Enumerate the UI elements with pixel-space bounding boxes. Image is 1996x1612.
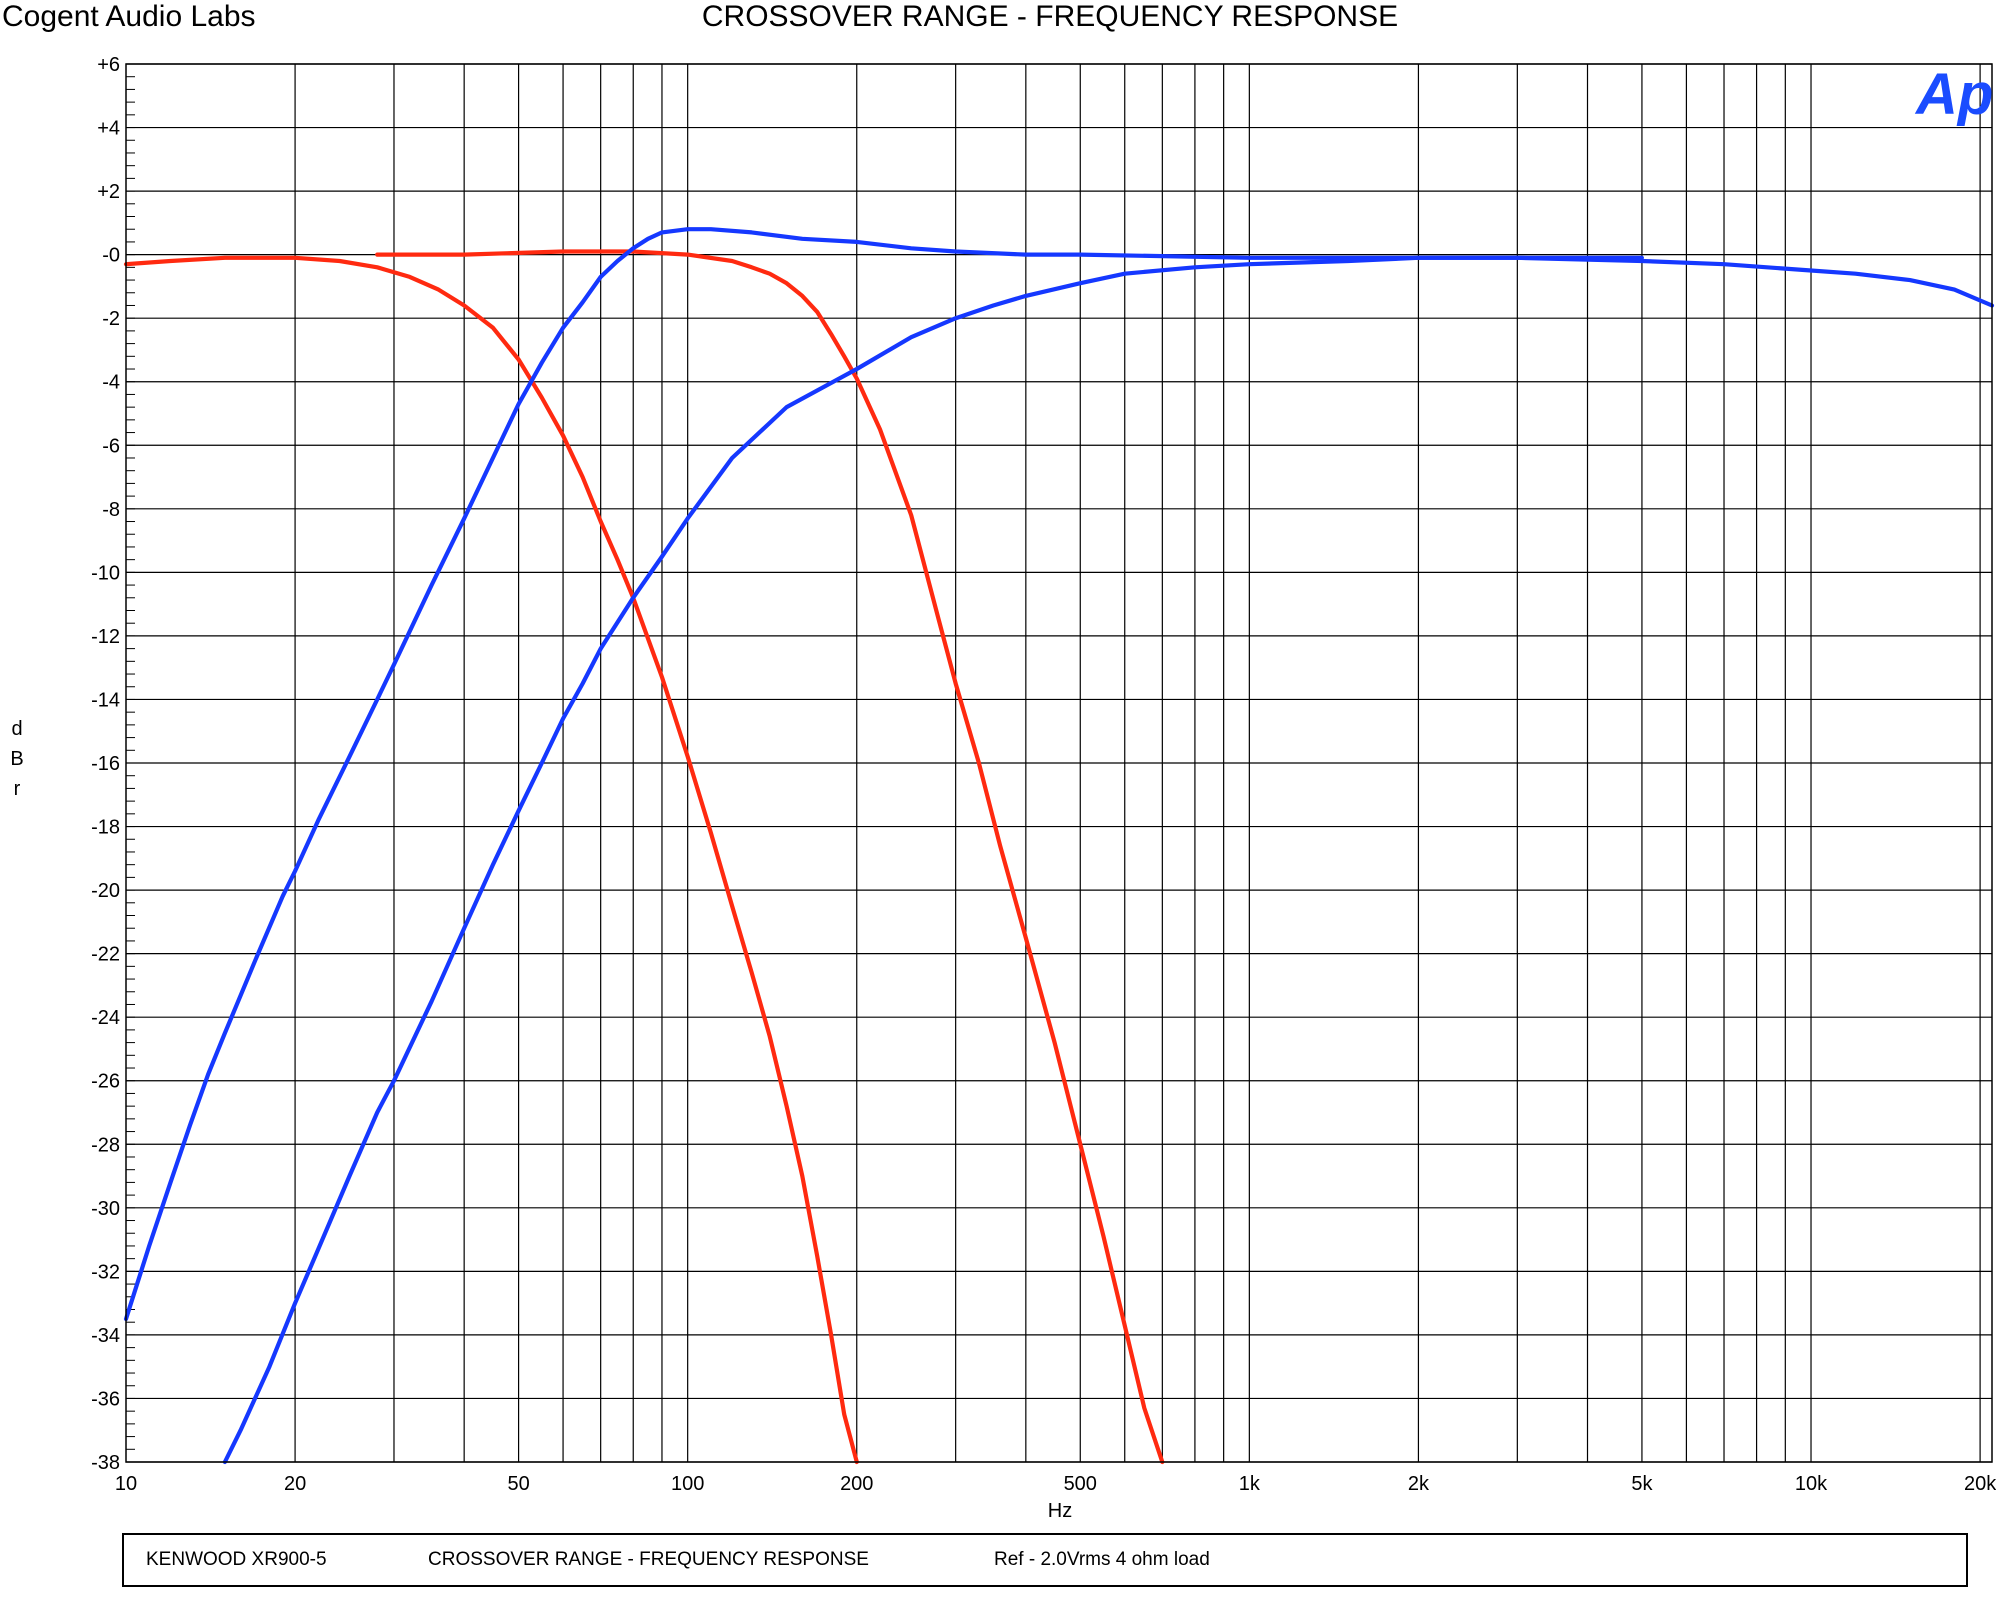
grid-layer	[126, 63, 1992, 1463]
y-tick-label: -22	[91, 944, 120, 966]
plot-frame	[125, 63, 1993, 1463]
y-tick-label: -36	[91, 1388, 120, 1410]
y-tick-label: -18	[91, 817, 120, 839]
y-tick-label: -10	[91, 562, 120, 584]
y-tick-label: +2	[97, 181, 120, 203]
y-tick-label: -26	[91, 1071, 120, 1093]
x-tick-label: 100	[671, 1473, 704, 1495]
series-line-3	[123, 227, 1995, 1322]
series-line-1	[123, 255, 859, 1465]
model-name: KENWOOD XR900-5	[146, 1549, 327, 1570]
test-name: CROSSOVER RANGE - FREQUENCY RESPONSE	[428, 1549, 869, 1570]
y-tick-label: -2	[102, 308, 120, 330]
y-tick-label: +4	[97, 118, 120, 140]
y-tick-label: -38	[91, 1452, 120, 1474]
ap-logo-icon: Ap	[1914, 62, 1993, 127]
y-tick-label: -28	[91, 1134, 120, 1156]
x-tick-label: 10k	[1795, 1473, 1828, 1495]
info-box: KENWOOD XR900-5 CROSSOVER RANGE - FREQUE…	[122, 1533, 1968, 1587]
y-tick-label: -12	[91, 626, 120, 648]
series-line-2	[375, 249, 1165, 1465]
x-tick-label: 20k	[1964, 1473, 1996, 1495]
chart-title: CROSSOVER RANGE - FREQUENCY RESPONSE	[701, 0, 1399, 33]
series-layer	[123, 227, 1995, 1465]
y-tick-label: -6	[102, 435, 120, 457]
series-line-4	[222, 255, 1644, 1465]
y-tick-label: -16	[91, 753, 120, 775]
x-tick-label: 1k	[1239, 1473, 1261, 1495]
x-axis-label: Hz	[1047, 1500, 1073, 1522]
x-tick-label: 50	[507, 1473, 529, 1495]
x-tick-label: 500	[1064, 1473, 1097, 1495]
x-tick-labels: 10 20 50 100 200 500 1k 2k 5k 10k 20k	[115, 1473, 1996, 1495]
y-tick-label: -0	[102, 245, 120, 267]
x-tick-label: 200	[840, 1473, 873, 1495]
x-tick-label: 10	[115, 1473, 137, 1495]
y-tick-label: +6	[97, 54, 120, 76]
reference-info: Ref - 2.0Vrms 4 ohm load	[994, 1549, 1210, 1570]
y-tick-label: -8	[102, 499, 120, 521]
y-tick-label: -14	[91, 689, 120, 711]
y-tick-label: -24	[91, 1007, 120, 1029]
y-tick-label: -34	[91, 1325, 120, 1347]
y-tick-labels: +6 +4 +2 -0 -2 -4 -6 -8 -10 -12 -14 -16 -18 -20 -22 -24…	[91, 54, 120, 1474]
x-tick-label: 5k	[1631, 1473, 1653, 1495]
y-tick-label: -30	[91, 1198, 120, 1220]
brand-label: Cogent Audio Labs	[2, 0, 256, 33]
x-tick-label: 20	[284, 1473, 306, 1495]
minor-ticks	[126, 63, 135, 1463]
x-tick-label: 2k	[1408, 1473, 1430, 1495]
y-tick-label: -4	[102, 372, 120, 394]
y-tick-label: -32	[91, 1261, 120, 1283]
y-tick-label: -20	[91, 880, 120, 902]
